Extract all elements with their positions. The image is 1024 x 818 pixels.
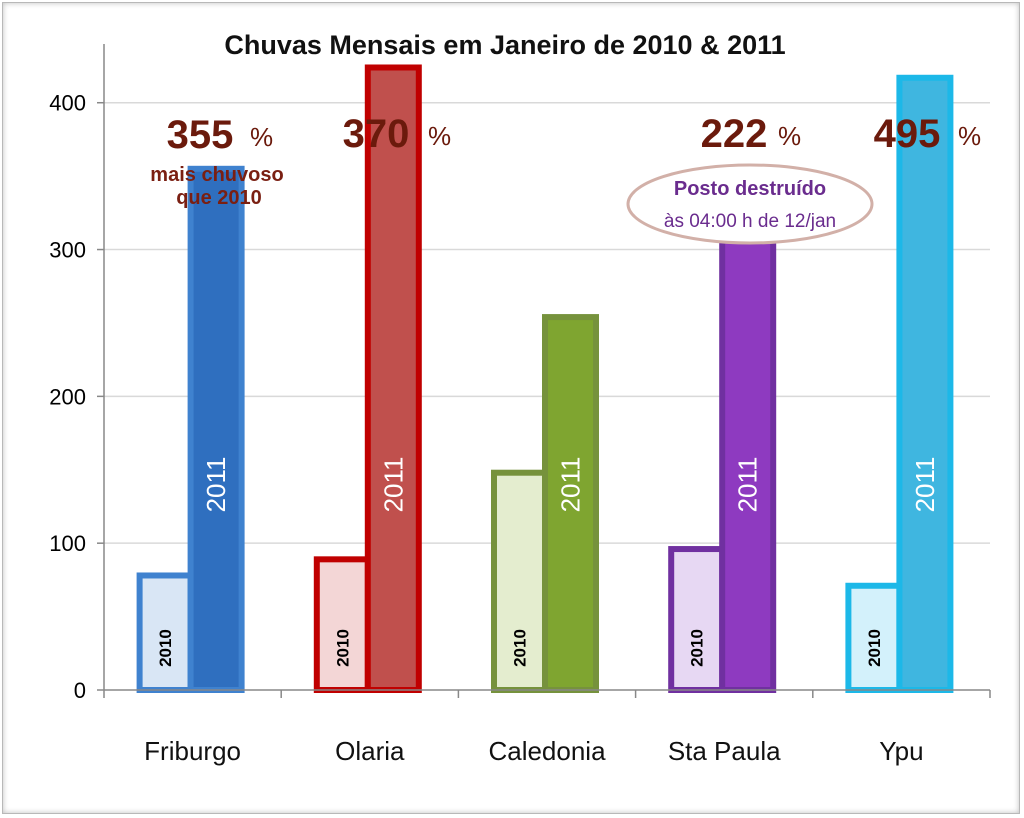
bar-2010-olaria (313, 556, 371, 694)
y-tick-label: 100 (49, 531, 86, 556)
bar-label-2011: 2011 (733, 456, 763, 512)
bar-2011-sta-paula (719, 228, 777, 693)
bar-label-2011: 2011 (910, 456, 940, 512)
percent-sign: % (428, 121, 451, 151)
x-category-label: Ypu (879, 736, 923, 766)
bar-label-2010: 2010 (511, 629, 530, 667)
y-tick-label: 0 (74, 678, 86, 703)
percent-annotation: 355 (167, 113, 234, 157)
bar-label-2010: 2010 (333, 629, 352, 667)
bar-2011-olaria (364, 64, 422, 693)
bar-2011-ypu (896, 74, 954, 693)
bar-label-2011: 2011 (378, 456, 408, 512)
bar-label-2011: 2011 (201, 456, 231, 512)
percent-sign: % (778, 121, 801, 151)
x-category-label: Friburgo (144, 736, 241, 766)
bar-2010-sta-paula (668, 546, 726, 694)
percent-annotation: 370 (343, 112, 410, 156)
percent-sign: % (250, 122, 273, 152)
x-category-label: Caledonia (488, 736, 606, 766)
bar-2011-friburgo (187, 165, 245, 693)
y-tick-label: 200 (49, 384, 86, 409)
y-tick-label: 300 (49, 238, 86, 263)
chart-title: Chuvas Mensais em Janeiro de 2010 & 2011 (224, 30, 785, 60)
bar-label-2010: 2010 (688, 629, 707, 667)
friburgo-note-line1: mais chuvoso (150, 164, 283, 186)
percent-annotation: 495 (874, 112, 941, 156)
x-category-label: Sta Paula (668, 736, 781, 766)
bar-label-2010: 2010 (865, 629, 884, 667)
sta-paula-note-line1: Posto destruído (674, 178, 826, 200)
bar-label-2011: 2011 (556, 456, 586, 512)
percent-annotation: 222 (701, 112, 768, 156)
sta-paula-note-line2: às 04:00 h de 12/jan (664, 211, 836, 232)
friburgo-note-line2: que 2010 (176, 187, 262, 209)
y-tick-label: 400 (49, 91, 86, 116)
percent-sign: % (958, 121, 981, 151)
bar-2010-ypu (845, 582, 903, 693)
sta-paula-callout (626, 163, 874, 245)
bar-label-2010: 2010 (156, 629, 175, 667)
x-category-label: Olaria (335, 736, 405, 766)
